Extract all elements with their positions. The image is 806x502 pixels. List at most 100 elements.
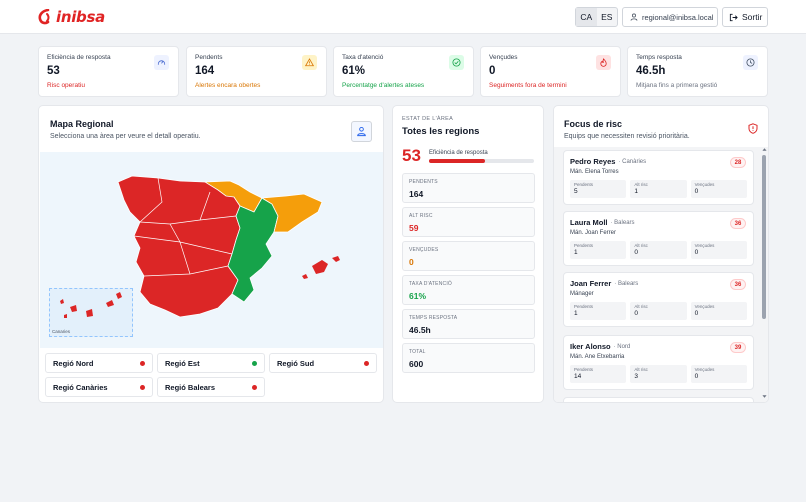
rc-region: · Balears — [614, 280, 639, 287]
scroll-thumb[interactable] — [762, 155, 766, 319]
logout-label: Sortir — [742, 12, 763, 22]
stat-value: 61% — [409, 291, 427, 301]
rc-stat-overdue: Vençudes 0 — [690, 241, 747, 259]
rc-stat-value: 3 — [634, 373, 638, 380]
rc-stat-overdue: Vençudes 0 — [690, 302, 747, 320]
risk-score-badge: 36 — [730, 218, 746, 229]
stat-label: Pendents — [409, 179, 438, 185]
spain-map: Canaries — [40, 152, 383, 348]
region-button-nord[interactable]: Regió Nord — [45, 353, 153, 373]
kpi-card-overdue: Vençudes 0 Seguiments fora de termini — [480, 46, 621, 97]
risk-subtitle: Equips que necessiten revisió prioritàri… — [564, 133, 690, 140]
rc-stat-value: 0 — [694, 373, 699, 380]
rc-stat-high-risk: Alt risc 0 — [630, 241, 687, 259]
rc-region: · Canàries — [618, 158, 647, 165]
efficiency-score: 53 — [402, 146, 421, 165]
risk-card[interactable]: Pedro Reyes · Canàries 28 Mán. Elena Torr… — [563, 150, 754, 205]
stat-pending: Pendents 164 — [402, 173, 535, 203]
rc-manager: Mán. Elena Torres — [570, 169, 619, 175]
score-row: 53 Eficiència de resposta — [402, 144, 534, 168]
scroll-up-icon[interactable] — [762, 147, 767, 152]
kpi-value: 61% — [342, 65, 366, 77]
kpi-value: 0 — [489, 65, 496, 77]
stat-label: Alt risc — [409, 213, 433, 219]
rc-stat-label: Pendents — [574, 367, 594, 372]
stat-value: 600 — [409, 359, 424, 369]
rc-stat-value: 0 — [634, 249, 638, 256]
rc-stat-overdue: Vençudes 0 — [690, 365, 747, 383]
efficiency-bar — [429, 158, 534, 163]
area-title: Totes les regions — [402, 126, 480, 137]
map-region-balears[interactable] — [312, 260, 328, 274]
risk-card[interactable]: Laura Moll · Balears 36 Mán. Joan Ferrer … — [563, 211, 754, 266]
risk-list-scrollbar[interactable] — [762, 147, 767, 399]
status-dot — [252, 360, 257, 366]
stat-value: 46.5h — [409, 325, 431, 335]
warning-icon — [302, 55, 317, 70]
rc-stat-label: Alt risc — [634, 367, 648, 372]
stat-attention-rate: Taxa d'atenció 61% — [402, 275, 535, 305]
region-label: Regió Balears — [165, 382, 216, 392]
risk-list[interactable]: Pedro Reyes · Canàries 28 Mán. Elena Torr… — [554, 147, 768, 402]
kpi-label: Pendents — [195, 54, 223, 61]
risk-card[interactable] — [563, 397, 754, 402]
regional-map-panel: Mapa Regional Selecciona una àrea per ve… — [38, 105, 384, 403]
map-title: Mapa Regional — [50, 119, 114, 129]
region-button-sud[interactable]: Regió Sud — [269, 353, 377, 373]
rc-stat-pending: Pendents 1 — [570, 241, 627, 259]
region-button-balears[interactable]: Regió Balears — [157, 377, 265, 397]
status-dot — [140, 360, 145, 366]
stat-value: 59 — [409, 223, 419, 233]
stat-label: Vençudes — [409, 247, 439, 253]
rc-name: Joan Ferrer — [570, 279, 612, 288]
user-badge-icon — [357, 127, 366, 137]
rc-stat-value: 5 — [574, 188, 578, 195]
kpi-sub: Mitjana fins a primera gestió — [636, 82, 718, 89]
rc-stat-high-risk: Alt risc 1 — [630, 180, 687, 198]
rc-manager: Mán. Ane Etxebarria — [570, 354, 625, 360]
rc-stat-value: 14 — [574, 373, 582, 380]
region-button-canaries[interactable]: Regió Canàries — [45, 377, 153, 397]
rc-stat-label: Alt risc — [634, 182, 648, 187]
canaries-inset[interactable]: Canaries — [49, 288, 133, 337]
rc-manager: Mánager — [570, 291, 594, 297]
scroll-down-icon[interactable] — [762, 394, 767, 399]
inibsa-logo[interactable]: inibsa — [38, 8, 105, 26]
rc-stat-value: 1 — [634, 188, 638, 195]
rc-stat-label: Pendents — [574, 182, 594, 187]
rc-stat-pending: Pendents 1 — [570, 302, 627, 320]
kpi-label: Temps resposta — [636, 54, 682, 61]
rc-stat-high-risk: Alt risc 3 — [630, 365, 687, 383]
region-button-est[interactable]: Regió Est — [157, 353, 265, 373]
risk-score-badge: 36 — [730, 279, 746, 290]
risk-card[interactable]: Iker Alonso · Nord 39 Mán. Ane Etxebarria… — [563, 335, 754, 390]
language-switcher: CA ES — [575, 7, 618, 27]
risk-card[interactable]: Joan Ferrer · Balears 36 Mánager Pendents… — [563, 272, 754, 327]
shield-alert-icon — [748, 123, 758, 134]
user-menu[interactable]: regional@inibsa.local — [622, 7, 718, 27]
map-user-button[interactable] — [351, 121, 372, 142]
stat-value: 164 — [409, 189, 424, 199]
map-region-west[interactable] — [117, 175, 241, 318]
rc-stat-label: Vençudes — [694, 367, 715, 372]
kpi-sub: Percentatge d'alertes ateses — [342, 82, 425, 89]
lang-ca-button[interactable]: CA — [576, 8, 597, 26]
area-status-panel: Estat de l'àrea Totes les regions 53 Efi… — [392, 105, 544, 403]
region-label: Regió Canàries — [53, 382, 108, 392]
lang-es-button[interactable]: ES — [601, 12, 613, 22]
rc-stat-value: 0 — [694, 310, 699, 317]
stat-label: Total — [409, 349, 426, 355]
map-region-catalonia[interactable] — [260, 193, 323, 233]
rc-stat-label: Pendents — [574, 304, 594, 309]
kpi-sub: Seguiments fora de termini — [489, 82, 567, 89]
rc-stat-high-risk: Alt risc 0 — [630, 302, 687, 320]
stat-label: Temps resposta — [409, 315, 458, 321]
rc-stat-value: 0 — [694, 188, 699, 195]
canaries-label: Canaries — [52, 329, 71, 334]
gauge-icon — [154, 55, 169, 70]
rc-stat-label: Alt risc — [634, 304, 648, 309]
rc-stat-value: 0 — [634, 310, 638, 317]
logout-button[interactable]: Sortir — [722, 7, 768, 27]
area-kicker: Estat de l'àrea — [402, 116, 454, 122]
rc-stat-label: Alt risc — [634, 243, 648, 248]
